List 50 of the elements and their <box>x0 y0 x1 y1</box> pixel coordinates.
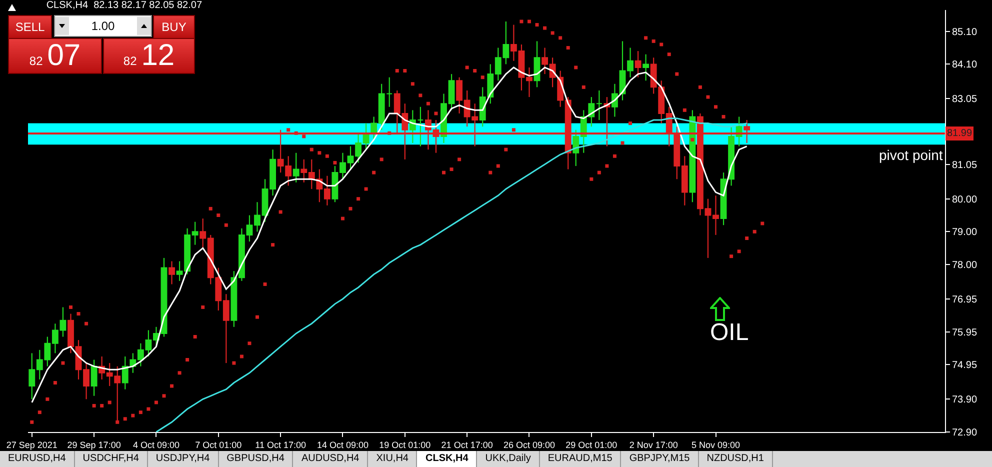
text: USDJPY,H4 <box>148 451 219 467</box>
y-tick-label: 74.95 <box>952 360 978 372</box>
text: NZDUSD,H1 <box>698 451 773 467</box>
y-tick-label: 80.00 <box>952 194 978 206</box>
text: GBPUSD,H4 <box>218 451 294 467</box>
text: XIU,H4 <box>368 451 418 467</box>
y-tick-label: 79.00 <box>952 227 978 238</box>
x-tick-label: 2 Nov 17:00 <box>629 440 678 450</box>
annotation: 82 <box>123 54 137 68</box>
y-tick-label: 83.05 <box>952 94 978 106</box>
x-tick-label: 19 Oct 01:00 <box>379 440 431 450</box>
x-tick-label: 14 Oct 09:00 <box>316 440 369 450</box>
x-tick-label: 29 Oct 01:00 <box>566 440 618 450</box>
ref-line-label: 81.99 <box>947 128 972 139</box>
y-tick-label: 76.95 <box>952 294 978 306</box>
text: UKK,Daily <box>477 451 540 467</box>
y-tick-label: 84.10 <box>952 60 978 71</box>
x-tick-label: 7 Oct 01:00 <box>195 440 242 450</box>
x-tick-label: 4 Oct 09:00 <box>132 440 180 450</box>
y-tick-label: 85.10 <box>952 26 978 38</box>
annotation: 1.00 <box>91 19 115 33</box>
x-tick-label: 5 Nov 09:00 <box>691 440 740 450</box>
lot-size-field: 1.00 <box>54 15 152 37</box>
y-tick-label: 78.00 <box>952 260 978 272</box>
x-tick-label: 27 Sep 2021 <box>6 440 58 450</box>
sell-button: SELL <box>8 15 52 39</box>
buy-button: BUY <box>153 15 195 39</box>
y-tick-label: 75.95 <box>952 327 978 338</box>
buy-price-box: 82 12 <box>103 38 195 74</box>
chart-title: CLSK,H4 82.13 82.17 82.05 82.07 <box>46 0 202 11</box>
annotation: pivot point <box>879 147 943 163</box>
y-tick-label: 72.90 <box>952 428 978 438</box>
annotation: 12 <box>141 39 175 73</box>
sell-price-box: 82 07 <box>8 38 102 74</box>
x-tick-label: 29 Sep 17:00 <box>67 440 121 450</box>
annotation: OIL <box>710 319 749 346</box>
annotation: 82 <box>29 54 43 68</box>
x-tick-label: 11 Oct 17:00 <box>255 440 306 450</box>
text: EURAUD,M15 <box>540 451 622 467</box>
text: USDCHF,H4 <box>74 451 148 467</box>
annotation: 07 <box>47 39 81 73</box>
text: CLSK,H4 <box>417 451 478 467</box>
x-tick-label: 26 Oct 09:00 <box>503 440 556 450</box>
y-tick-label: 73.90 <box>952 394 978 406</box>
x-tick-label: 21 Oct 17:00 <box>441 440 493 450</box>
text: EURUSD,H4 <box>0 451 75 467</box>
text: AUDUSD,H4 <box>293 451 368 467</box>
text: GBPJPY,M15 <box>621 451 699 467</box>
candlestick <box>168 261 175 284</box>
y-tick-label: 81.05 <box>952 160 978 171</box>
